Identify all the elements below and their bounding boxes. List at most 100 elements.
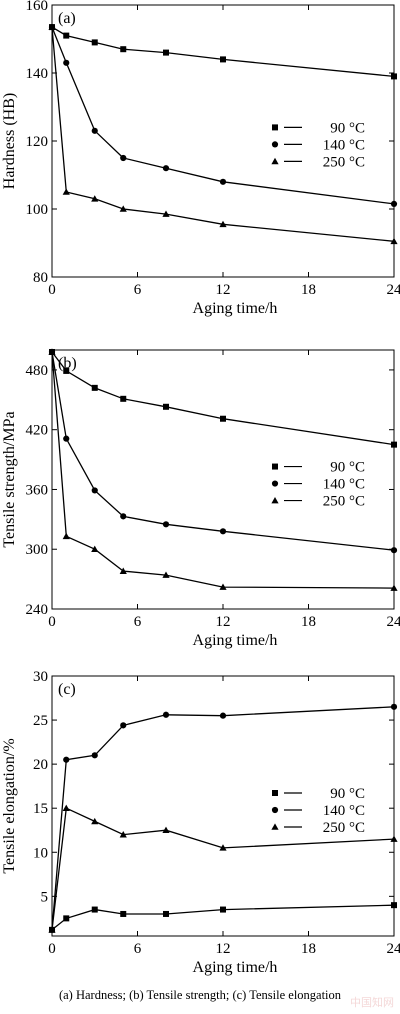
data-point [91, 752, 98, 759]
data-point [62, 532, 70, 540]
data-point [163, 910, 169, 917]
legend-label: 250 °C [323, 820, 365, 836]
data-point [91, 127, 98, 134]
y-tick-label: 480 [26, 363, 49, 379]
data-point [120, 46, 127, 53]
series-1 [49, 24, 397, 80]
series-line [51, 26, 395, 205]
data-point [162, 826, 170, 834]
series-3 [48, 348, 398, 591]
x-tick-label: 0 [48, 941, 56, 957]
legend-label: 140 °C [323, 803, 365, 819]
legend-marker [271, 141, 279, 148]
y-tick-label: 160 [26, 0, 49, 14]
chart-panel-3: 0 6 12 18 24 5 10 15 20 25 30 Aging time/h Tensile e… [1, 669, 400, 976]
y-tick-label: 30 [33, 669, 48, 685]
data-point [63, 915, 70, 922]
y-axis-label: Hardness (HB) [1, 93, 18, 189]
x-tick-label: 18 [301, 282, 316, 298]
data-point [390, 584, 398, 591]
legend-marker [272, 124, 278, 131]
y-tick-label: 15 [33, 801, 48, 817]
x-axis-label: Aging time/h [193, 959, 278, 976]
data-point [219, 712, 227, 719]
data-point [91, 384, 98, 391]
x-axis-label: Aging time/h [193, 300, 278, 317]
data-point [63, 367, 70, 374]
legend-entry-1: 90 °C [272, 786, 365, 802]
legend-label: 90 °C [330, 120, 365, 136]
legend-entry-2: 140 °C [271, 137, 365, 153]
y-tick-label: 100 [26, 202, 49, 218]
legend-label: 140 °C [323, 137, 365, 153]
panel-label: (a) [58, 10, 76, 27]
data-point [119, 831, 127, 838]
data-point [391, 441, 397, 448]
y-tick-label: 420 [26, 423, 49, 439]
chart-panel-1: 0 6 12 18 24 80 100 120 140 160 Aging time/h Hardne… [1, 0, 400, 317]
data-point [91, 195, 99, 202]
data-point [219, 178, 227, 185]
y-tick-label: 300 [26, 542, 49, 558]
data-point [91, 487, 98, 494]
x-tick-label: 24 [387, 282, 400, 298]
legend-entry-1: 90 °C [272, 120, 365, 136]
y-tick-label: 5 [41, 889, 49, 905]
data-point [162, 521, 170, 528]
data-point [163, 49, 169, 56]
legend-label: 250 °C [323, 154, 365, 170]
data-point [62, 188, 70, 195]
legend-entry-3: 250 °C [271, 494, 365, 510]
data-point [63, 32, 70, 39]
legend-label: 90 °C [330, 786, 365, 802]
y-tick-label: 140 [26, 66, 49, 82]
legend-label: 250 °C [323, 494, 365, 510]
legend-marker [271, 823, 279, 830]
data-point [162, 711, 170, 718]
x-tick-label: 24 [387, 614, 400, 630]
data-point [219, 844, 227, 851]
data-point [162, 165, 170, 172]
series-3 [48, 23, 398, 245]
data-point [91, 39, 98, 46]
x-tick-label: 24 [387, 941, 400, 957]
series-2 [48, 348, 398, 554]
y-tick-label: 10 [33, 845, 48, 861]
legend-label: 90 °C [330, 460, 365, 476]
x-tick-label: 12 [216, 614, 231, 630]
legend-entry-3: 250 °C [271, 820, 365, 836]
legend-entry-1: 90 °C [272, 460, 365, 476]
data-point [120, 154, 127, 162]
panel-label: (b) [58, 355, 77, 372]
data-point [220, 415, 226, 422]
series-1 [49, 902, 397, 933]
y-tick-label: 25 [33, 713, 48, 729]
panel-label: (c) [58, 681, 76, 698]
data-point [219, 583, 227, 590]
x-tick-label: 6 [134, 941, 142, 957]
x-tick-label: 0 [48, 282, 56, 298]
data-point [62, 804, 70, 812]
x-tick-label: 12 [216, 282, 231, 298]
data-point [162, 571, 170, 578]
legend-entry-2: 140 °C [271, 803, 365, 819]
watermark: 中国知网 [350, 996, 394, 1009]
data-point [120, 910, 127, 917]
x-tick-label: 18 [301, 614, 316, 630]
series-line [51, 351, 395, 446]
data-point [390, 703, 398, 710]
x-tick-label: 18 [301, 941, 316, 957]
series-line [51, 351, 395, 551]
data-point [120, 513, 127, 520]
data-point [48, 348, 56, 355]
x-tick-label: 0 [48, 614, 56, 630]
data-point [63, 435, 70, 442]
data-point [390, 200, 398, 207]
y-tick-label: 80 [33, 270, 48, 286]
legend-label: 140 °C [323, 477, 365, 493]
data-point [91, 545, 99, 553]
legend-marker [272, 463, 278, 470]
data-point [391, 902, 397, 909]
data-point [163, 403, 169, 410]
